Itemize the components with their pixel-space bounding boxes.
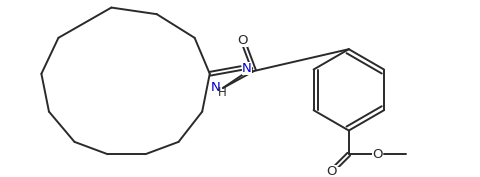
Text: O: O	[371, 148, 382, 161]
Text: N: N	[241, 62, 251, 75]
Text: O: O	[326, 165, 336, 177]
Text: O: O	[237, 34, 248, 47]
Text: H: H	[217, 86, 226, 99]
Text: N: N	[210, 81, 220, 95]
